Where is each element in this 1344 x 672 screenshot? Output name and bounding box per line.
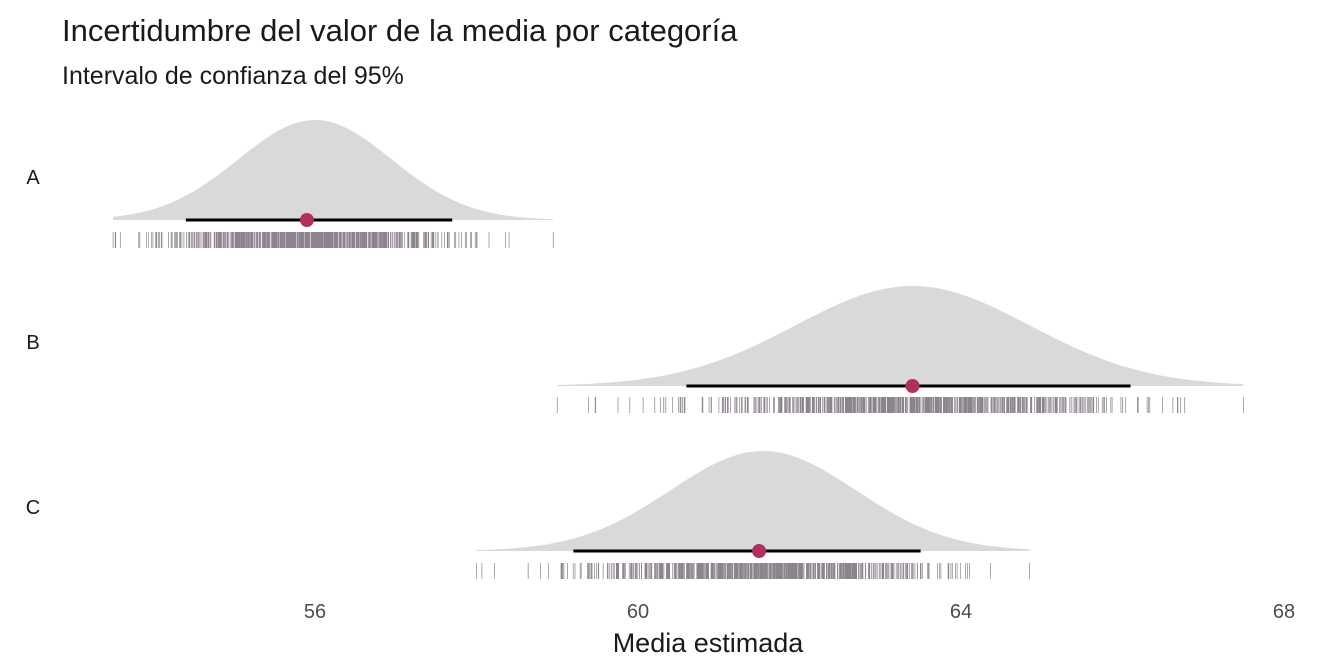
chart-subtitle: Intervalo de confianza del 95% (62, 62, 404, 90)
rug-b (556, 397, 1244, 413)
category-label-c: C (26, 497, 40, 519)
category-label-b: B (26, 332, 39, 354)
density-b (557, 286, 1244, 386)
x-tick-label-60: 60 (627, 601, 649, 623)
rug-a (112, 232, 554, 248)
density-c (476, 451, 1030, 551)
x-tick-label-64: 64 (950, 601, 972, 623)
x-tick-label-68: 68 (1273, 601, 1295, 623)
category-label-a: A (26, 167, 40, 189)
rug-c (476, 563, 1030, 579)
x-tick-label-56: 56 (304, 601, 326, 623)
plot-area: A B C 56 60 64 68 (26, 120, 1295, 623)
mean-point-b (905, 379, 920, 393)
mean-point-c (752, 544, 767, 558)
mean-point-a (299, 213, 314, 227)
density-a (113, 120, 554, 220)
chart-title: Incertidumbre del valor de la media por … (62, 13, 738, 48)
x-axis-label: Media estimada (613, 628, 805, 658)
